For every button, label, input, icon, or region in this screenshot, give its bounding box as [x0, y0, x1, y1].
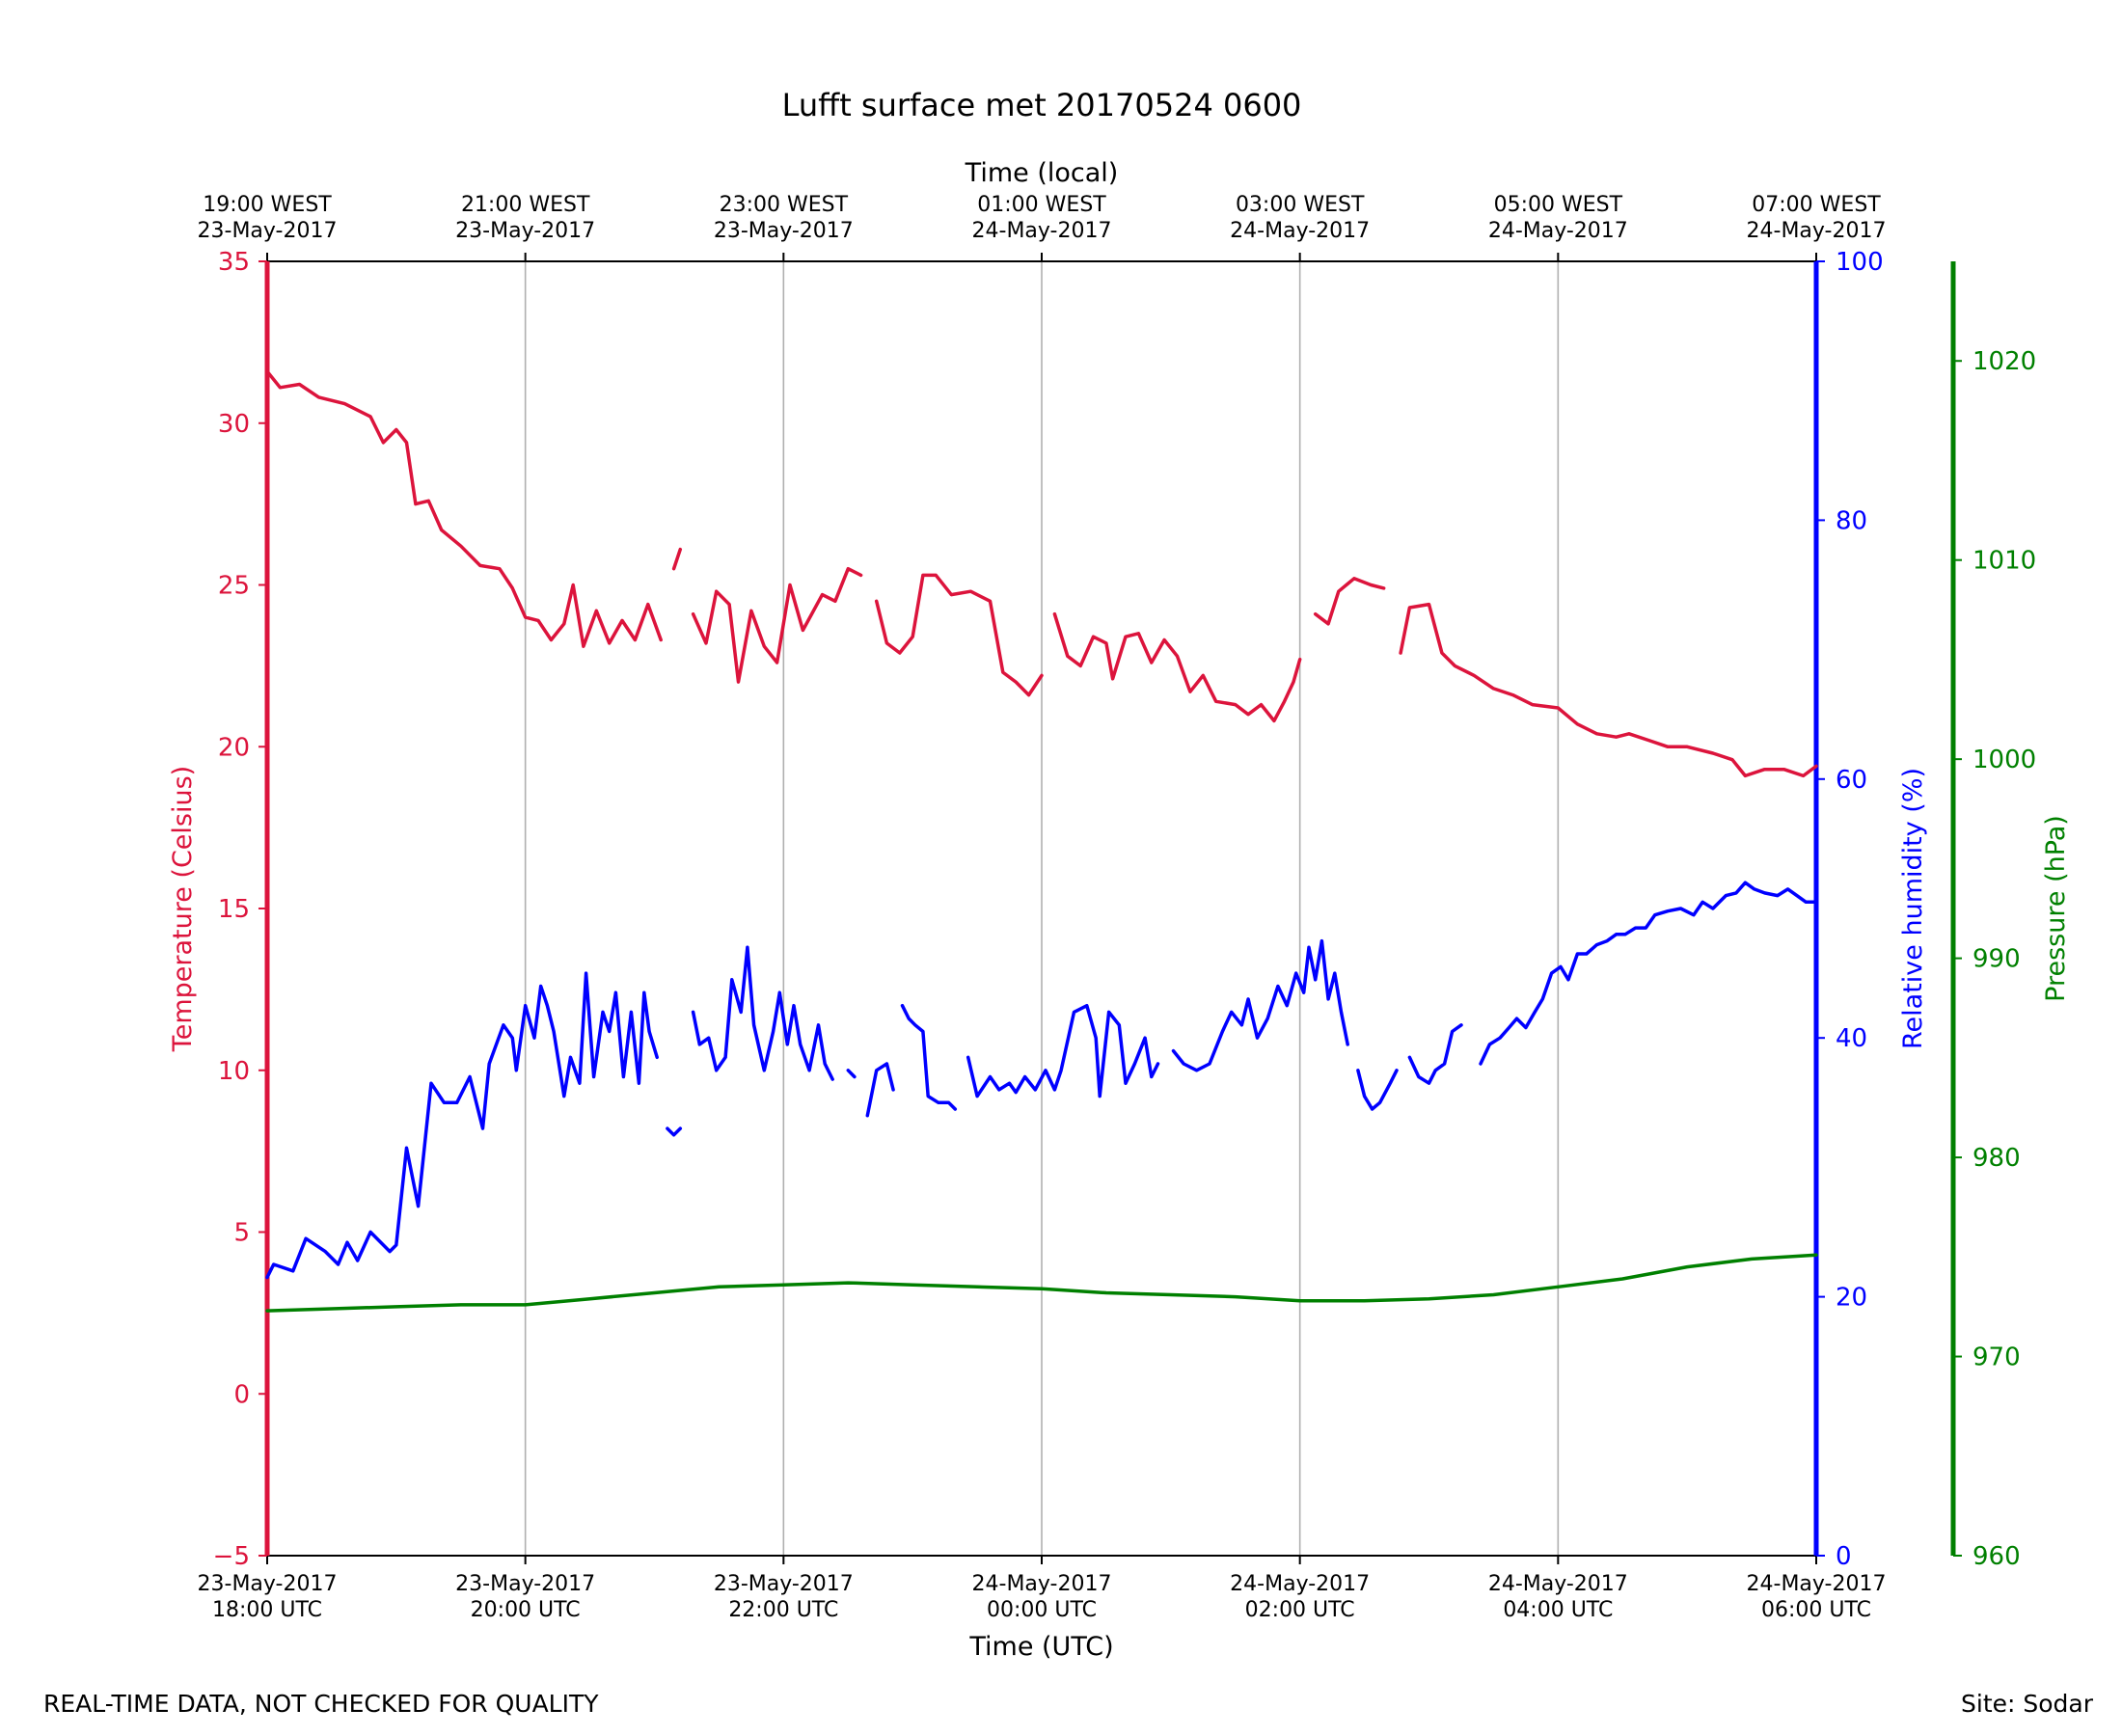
humidity-tick-label: 20 — [1836, 1284, 1867, 1313]
temperature-axis-label: Temperature (Celsius) — [168, 766, 198, 1052]
x2-tick-label-date: 24-May-2017 — [1747, 219, 1887, 243]
temperature-tick-label: 35 — [218, 248, 250, 277]
pressure-tick-label: 960 — [1972, 1542, 2021, 1571]
temperature-tick-label: 5 — [233, 1219, 250, 1248]
x-tick-label-date: 23-May-2017 — [198, 1572, 338, 1596]
x-tick-label-time: 06:00 UTC — [1761, 1598, 1871, 1622]
humidity-series-line — [265, 881, 1818, 1280]
pressure-tick-label: 970 — [1972, 1343, 2021, 1372]
pressure-tick-label: 980 — [1972, 1144, 2021, 1173]
x2-axis-label: Time (local) — [965, 158, 1119, 188]
temperature-tick-label: 10 — [218, 1057, 250, 1086]
humidity-tick-label: 0 — [1836, 1542, 1852, 1571]
x2-tick-label-time: 05:00 WEST — [1494, 193, 1623, 217]
x2-tick-label-date: 24-May-2017 — [972, 219, 1112, 243]
footer-disclaimer: REAL-TIME DATA, NOT CHECKED FOR QUALITY — [43, 1690, 599, 1718]
pressure-tick-label: 990 — [1972, 945, 2021, 974]
temperature-tick-label: 20 — [218, 733, 250, 762]
x-tick-label-time: 00:00 UTC — [987, 1598, 1097, 1622]
x-tick-label-date: 23-May-2017 — [455, 1572, 595, 1596]
pressure-tick-label: 1020 — [1972, 347, 2036, 376]
pressure-axis-label: Pressure (hPa) — [2041, 815, 2071, 1002]
humidity-tick-label: 80 — [1836, 506, 1867, 535]
temperature-tick-label: 25 — [218, 572, 250, 601]
x-tick-label-date: 24-May-2017 — [1230, 1572, 1370, 1596]
x2-tick-label-time: 01:00 WEST — [977, 193, 1106, 217]
x-tick-label-time: 04:00 UTC — [1503, 1598, 1613, 1622]
x2-tick-label-time: 23:00 WEST — [720, 193, 849, 217]
humidity-tick-label: 40 — [1836, 1024, 1867, 1053]
temperature-tick-label: 15 — [218, 895, 250, 924]
x2-tick-label-time: 21:00 WEST — [461, 193, 590, 217]
x2-tick-label-date: 23-May-2017 — [714, 219, 854, 243]
x-tick-label-date: 24-May-2017 — [1747, 1572, 1887, 1596]
temperature-tick-label: 30 — [218, 410, 250, 439]
x2-tick-label-time: 07:00 WEST — [1752, 193, 1881, 217]
x2-tick-label-date: 23-May-2017 — [455, 219, 595, 243]
x-tick-label-date: 24-May-2017 — [972, 1572, 1112, 1596]
humidity-tick-label: 60 — [1836, 766, 1867, 795]
temperature-tick-label: 0 — [233, 1380, 250, 1409]
x2-tick-label-date: 24-May-2017 — [1488, 219, 1628, 243]
humidity-axis-label: Relative humidity (%) — [1898, 768, 1928, 1049]
temperature-series-line — [265, 369, 1818, 778]
pressure-tick-label: 1000 — [1972, 746, 2036, 774]
x-tick-label-time: 22:00 UTC — [728, 1598, 838, 1622]
x-tick-label-time: 02:00 UTC — [1245, 1598, 1355, 1622]
x-tick-label-date: 24-May-2017 — [1488, 1572, 1628, 1596]
temperature-tick-label: −5 — [213, 1542, 250, 1571]
humidity-tick-label: 100 — [1836, 248, 1884, 277]
x2-tick-label-time: 03:00 WEST — [1236, 193, 1365, 217]
chart-title: Lufft surface met 20170524 0600 — [782, 87, 1302, 123]
pressure-tick-label: 1010 — [1972, 547, 2036, 576]
x-tick-label-time: 18:00 UTC — [212, 1598, 322, 1622]
x-axis-label: Time (UTC) — [968, 1632, 1113, 1662]
x2-tick-label-time: 19:00 WEST — [203, 193, 332, 217]
x-tick-label-time: 20:00 UTC — [471, 1598, 581, 1622]
x2-tick-label-date: 23-May-2017 — [198, 219, 338, 243]
footer-site: Site: Sodar — [1961, 1690, 2093, 1718]
x-tick-label-date: 23-May-2017 — [714, 1572, 854, 1596]
x2-tick-label-date: 24-May-2017 — [1230, 219, 1370, 243]
pressure-series-line — [265, 1253, 1818, 1313]
